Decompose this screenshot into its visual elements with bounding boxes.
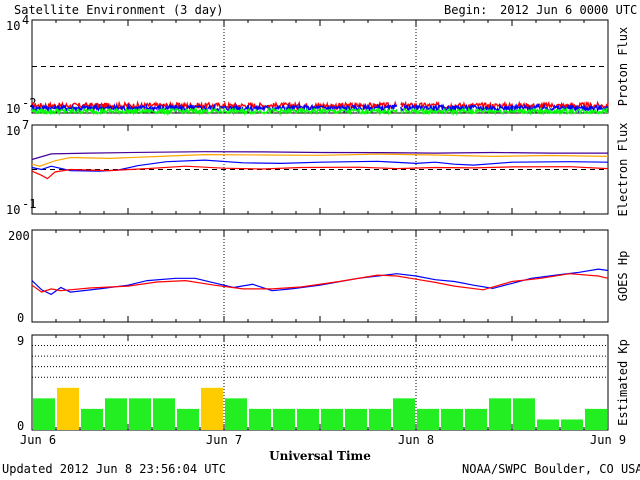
y-tick-label: 10 bbox=[6, 19, 20, 33]
begin-value: 2012 Jun 6 0000 UTC bbox=[500, 3, 637, 17]
kp-bar bbox=[441, 408, 463, 430]
kp-bar bbox=[81, 408, 103, 430]
kp-bar bbox=[585, 408, 607, 430]
kp-bar bbox=[33, 398, 55, 430]
series-blue-line bbox=[31, 159, 609, 172]
kp-bar bbox=[489, 398, 511, 430]
series-purple-line bbox=[31, 151, 608, 161]
y-axis-title: Estimated Kp bbox=[616, 339, 630, 426]
kp-bar bbox=[153, 398, 175, 430]
kp-bar bbox=[513, 398, 535, 430]
goes-hp-panel: GOES Hp 200 0 bbox=[8, 229, 630, 325]
kp-bar bbox=[321, 408, 343, 430]
kp-bar bbox=[129, 398, 151, 430]
series-blue-line bbox=[31, 102, 609, 114]
y-tick-label: 10 bbox=[6, 124, 20, 138]
kp-bar bbox=[297, 408, 319, 430]
estimated-kp-panel: Estimated Kp 9 0 bbox=[17, 334, 630, 433]
panel-frame bbox=[31, 229, 609, 323]
kp-bar bbox=[201, 387, 223, 430]
y-axis-title: Proton Flux bbox=[616, 27, 630, 106]
kp-bar bbox=[249, 408, 271, 430]
y-axis-title: Electron Flux bbox=[616, 123, 630, 217]
y-tick-exponent: -1 bbox=[22, 197, 36, 211]
kp-bar bbox=[369, 408, 391, 430]
kp-bar bbox=[393, 398, 415, 430]
series-green-line bbox=[31, 106, 609, 117]
kp-bar bbox=[561, 419, 583, 430]
x-axis-title: Universal Time bbox=[269, 449, 371, 463]
kp-bar bbox=[105, 398, 127, 430]
kp-bar bbox=[177, 408, 199, 430]
begin-label: Begin: bbox=[444, 3, 487, 17]
kp-bar bbox=[345, 408, 367, 430]
kp-bar bbox=[417, 408, 439, 430]
y-tick-label: 0 bbox=[17, 419, 24, 433]
kp-bar bbox=[537, 419, 559, 430]
y-tick-label: 0 bbox=[17, 311, 24, 325]
x-tick-label-jun6: Jun 6 bbox=[20, 433, 56, 447]
series-red-line bbox=[31, 165, 609, 180]
updated-timestamp: Updated 2012 Jun 8 23:56:04 UTC bbox=[2, 462, 226, 476]
y-tick-exponent: 7 bbox=[22, 118, 29, 132]
chart-title: Satellite Environment (3 day) bbox=[14, 3, 224, 17]
x-tick-label-jun8: Jun 8 bbox=[398, 433, 434, 447]
x-tick-label-jun7: Jun 7 bbox=[206, 433, 242, 447]
series-red-line bbox=[31, 273, 609, 293]
kp-bar bbox=[57, 387, 79, 430]
y-tick-label: 10 bbox=[6, 203, 20, 217]
kp-bar bbox=[273, 408, 295, 430]
y-tick-exponent: 4 bbox=[22, 13, 29, 27]
y-tick-label: 9 bbox=[17, 334, 24, 348]
series-blue-line bbox=[31, 268, 609, 296]
y-tick-label: 200 bbox=[8, 229, 30, 243]
y-tick-label: 10 bbox=[6, 102, 20, 116]
y-axis-title: GOES Hp bbox=[616, 251, 630, 302]
kp-bar bbox=[465, 408, 487, 430]
credit-text: NOAA/SWPC Boulder, CO USA bbox=[462, 462, 640, 476]
x-tick-label-jun9: Jun 9 bbox=[590, 433, 626, 447]
series-orange-line bbox=[31, 153, 609, 167]
kp-bar bbox=[225, 398, 247, 430]
